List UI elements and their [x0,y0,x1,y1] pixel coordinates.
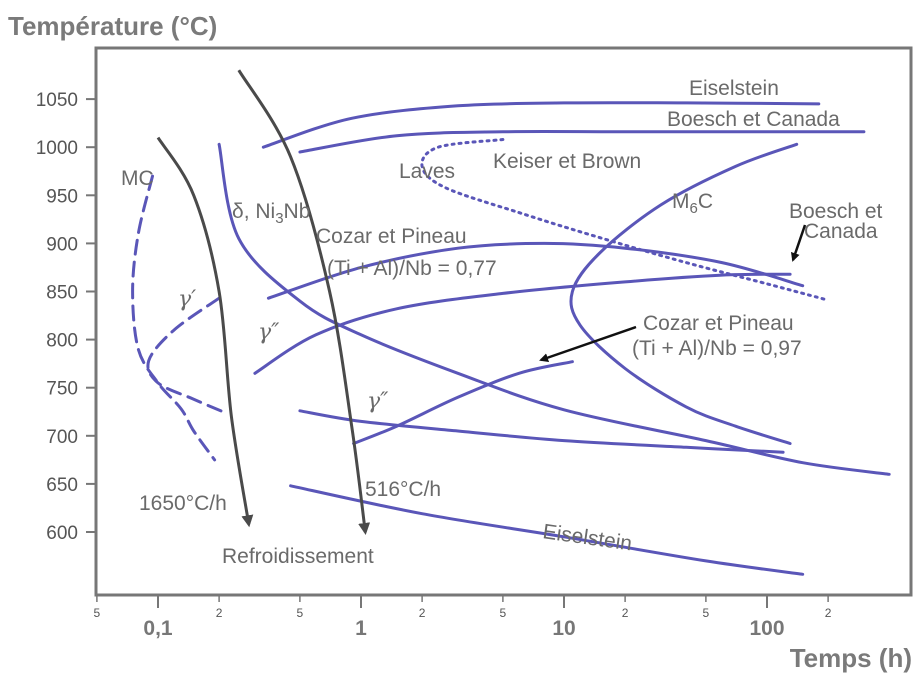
x-axis-ticks: 0,1 1 10 100 5 2 5 2 5 2 5 2 [94,595,832,640]
series-layer [131,101,891,576]
label-gamma-prime: γ′ [178,287,196,312]
label-rate-516: 516°C/h [365,478,441,501]
y-tick-label: 700 [46,427,78,448]
cozar-097-arrow [539,325,637,362]
label-eiselstein-top: Eiselstein [689,77,779,100]
series-curve [217,142,891,476]
x-minor-tick-label: 5 [297,606,304,620]
label-delta-ni3nb: δ, Ni3Nb [232,200,310,227]
series-curve [146,296,229,416]
label-boesch-right-1: Boesch et [789,200,883,223]
label-keiser-brown: Keiser et Brown [493,150,641,173]
series-curve [352,360,574,445]
y-tick-label: 1000 [36,138,78,159]
y-tick-label: 1050 [36,90,78,111]
boesch-arrow [791,224,807,262]
label-refroidissement: Refroidissement [222,545,374,568]
label-gamma-double-prime-1: γ″ [258,320,280,345]
cooling-curve [237,69,371,535]
x-axis-title: Temps (h) [790,643,912,673]
series-curve [298,130,866,154]
y-tick-label: 900 [46,234,78,255]
x-tick-label: 10 [552,617,575,640]
x-minor-tick-label: 2 [216,606,223,620]
y-tick-label: 800 [46,331,78,352]
series-curve [569,142,799,445]
series-curve [253,272,792,375]
series-curve [420,138,830,302]
label-mc: MC [121,167,154,190]
x-minor-tick-label: 2 [419,606,426,620]
x-minor-tick-label: 5 [703,606,710,620]
cooling-curves [156,69,371,535]
y-tick-label: 600 [46,523,78,544]
y-tick-label: 950 [46,186,78,207]
y-tick-label: 850 [46,283,78,304]
x-minor-tick-label: 2 [622,606,629,620]
series-curve [131,174,217,462]
series-curve [266,241,805,300]
y-tick-label: 750 [46,379,78,400]
cooling-curve [156,136,254,528]
label-cozar-097-a: Cozar et Pineau [643,312,794,335]
label-boesch-right-2: Canada [804,220,878,243]
label-cozar-077-b: (Ti + Al)/Nb = 0,77 [327,257,497,280]
y-axis-title: Température (°C) [8,11,217,41]
x-minor-tick-label: 5 [94,606,101,620]
label-cozar-077-a: Cozar et Pineau [316,225,467,248]
series-curve [298,409,785,454]
series-curve [261,101,821,149]
label-eiselstein-bottom: Eiselstein [541,520,633,555]
label-laves: Laves [399,160,455,183]
y-axis-ticks: 600 650 700 750 800 850 900 950 1000 1050 [36,90,96,544]
label-boesch-top: Boesch et Canada [667,108,840,131]
label-gamma-double-prime-2: γ″ [367,389,389,414]
x-tick-label: 1 [355,617,367,640]
x-tick-label: 0,1 [143,617,173,640]
y-tick-label: 650 [46,475,78,496]
x-minor-tick-label: 2 [825,606,832,620]
x-minor-tick-label: 5 [500,606,507,620]
label-rate-1650: 1650°C/h [139,492,227,515]
label-cozar-097-b: (Ti + Al)/Nb = 0,97 [632,337,802,360]
x-tick-label: 100 [749,617,784,640]
series-curve [289,484,805,576]
label-m6c: M6C [672,190,713,217]
